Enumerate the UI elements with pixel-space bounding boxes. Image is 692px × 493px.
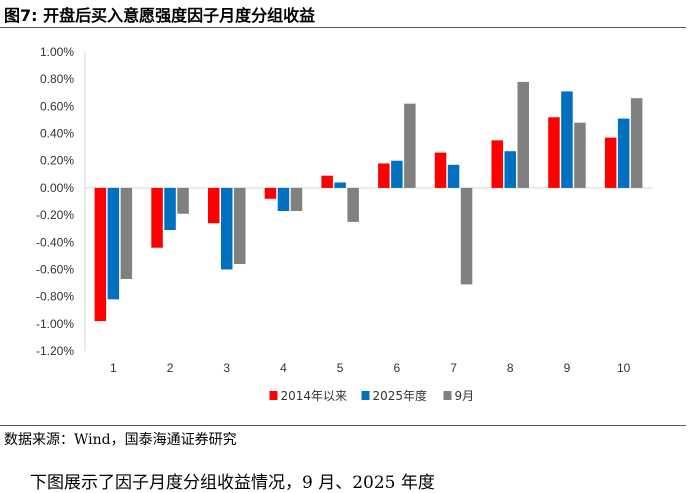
legend-swatch [361, 391, 370, 400]
bar-series-3-cat-7 [460, 187, 473, 285]
bar-series-1-cat-4 [264, 187, 277, 199]
y-tick-label: -0.40% [36, 235, 74, 249]
body-text: 下图展示了因子月度分组收益情况，9 月、2025 年度 [30, 473, 435, 493]
x-tick-label: 10 [617, 361, 631, 375]
bar-series-2-cat-7 [447, 164, 460, 188]
legend-label: 2025年度 [373, 388, 428, 403]
bar-series-1-cat-1 [94, 187, 107, 322]
x-tick-label: 2 [167, 361, 174, 375]
y-tick-label: 0.20% [40, 154, 74, 168]
legend-label: 9月 [455, 389, 475, 403]
bar-series-2-cat-5 [334, 182, 346, 188]
bar-series-1-cat-9 [548, 117, 560, 188]
bar-series-1-cat-7 [434, 152, 447, 188]
bar-series-1-cat-5 [321, 175, 333, 188]
bar-series-2-cat-4 [277, 187, 290, 212]
bar-series-2-cat-9 [561, 91, 573, 188]
bar-series-2-cat-3 [221, 187, 233, 270]
top-divider [0, 27, 686, 28]
y-tick-label: -0.60% [36, 262, 74, 276]
y-tick-label: -0.20% [36, 208, 74, 222]
bar-series-3-cat-6 [404, 103, 416, 188]
y-tick-label: 0.80% [40, 72, 74, 86]
bar-series-3-cat-5 [347, 187, 359, 222]
bar-series-2-cat-1 [107, 187, 120, 300]
bar-series-2-cat-8 [504, 151, 516, 188]
x-tick-label: 5 [337, 361, 344, 375]
y-tick-label: 0.40% [40, 127, 74, 141]
bar-series-3-cat-3 [234, 187, 246, 265]
bar-series-3-cat-2 [177, 187, 189, 214]
bar-series-2-cat-6 [391, 160, 403, 188]
bar-series-1-cat-10 [604, 137, 617, 188]
bar-series-2-cat-10 [617, 118, 630, 188]
x-tick-label: 8 [507, 361, 514, 375]
x-axis: 1 2 3 4 5 6 7 8 9 10 [110, 361, 631, 375]
y-tick-label: -0.80% [36, 290, 74, 304]
x-tick-label: 6 [394, 361, 401, 375]
bar-series-3-cat-1 [120, 187, 133, 279]
y-tick-label: -1.00% [36, 317, 74, 331]
bar-series-3-cat-4 [290, 187, 303, 212]
bar-series-1-cat-2 [151, 187, 163, 248]
x-tick-label: 3 [223, 361, 230, 375]
bar-chart: 1.00% 0.80% 0.60% 0.40% 0.20% 0.00% -0.20% -0.4… [36, 45, 652, 403]
figure-title: 图7: 开盘后买入意愿强度因子月度分组收益 [4, 6, 316, 25]
bar-series-2-cat-2 [164, 187, 176, 231]
bar-series-1-cat-6 [378, 163, 390, 188]
x-tick-label: 9 [564, 361, 571, 375]
bar-series-3-cat-10 [630, 98, 643, 188]
legend-label: 2014年以来 [281, 389, 348, 403]
legend-swatch [443, 391, 452, 400]
x-tick-label: 4 [280, 361, 287, 375]
bar-series-1-cat-8 [491, 140, 503, 188]
legend: 2014年以来 2025年度 9月 [269, 388, 475, 403]
x-tick-label: 1 [110, 361, 117, 375]
source-note: 数据来源：Wind，国泰海通证券研究 [4, 432, 237, 448]
legend-swatch [269, 391, 278, 400]
bottom-divider [0, 425, 686, 426]
y-tick-label: -1.20% [36, 344, 74, 358]
bar-series-3-cat-8 [517, 81, 529, 188]
y-axis: 1.00% 0.80% 0.60% 0.40% 0.20% 0.00% -0.20% -0.4… [36, 45, 74, 358]
y-tick-label: 1.00% [40, 45, 74, 59]
bar-series-3-cat-9 [574, 122, 586, 188]
bars [94, 81, 643, 322]
y-tick-label: 0.00% [40, 181, 74, 195]
y-tick-label: 0.60% [40, 99, 74, 113]
bar-series-1-cat-3 [208, 187, 220, 224]
x-tick-label: 7 [450, 361, 457, 375]
